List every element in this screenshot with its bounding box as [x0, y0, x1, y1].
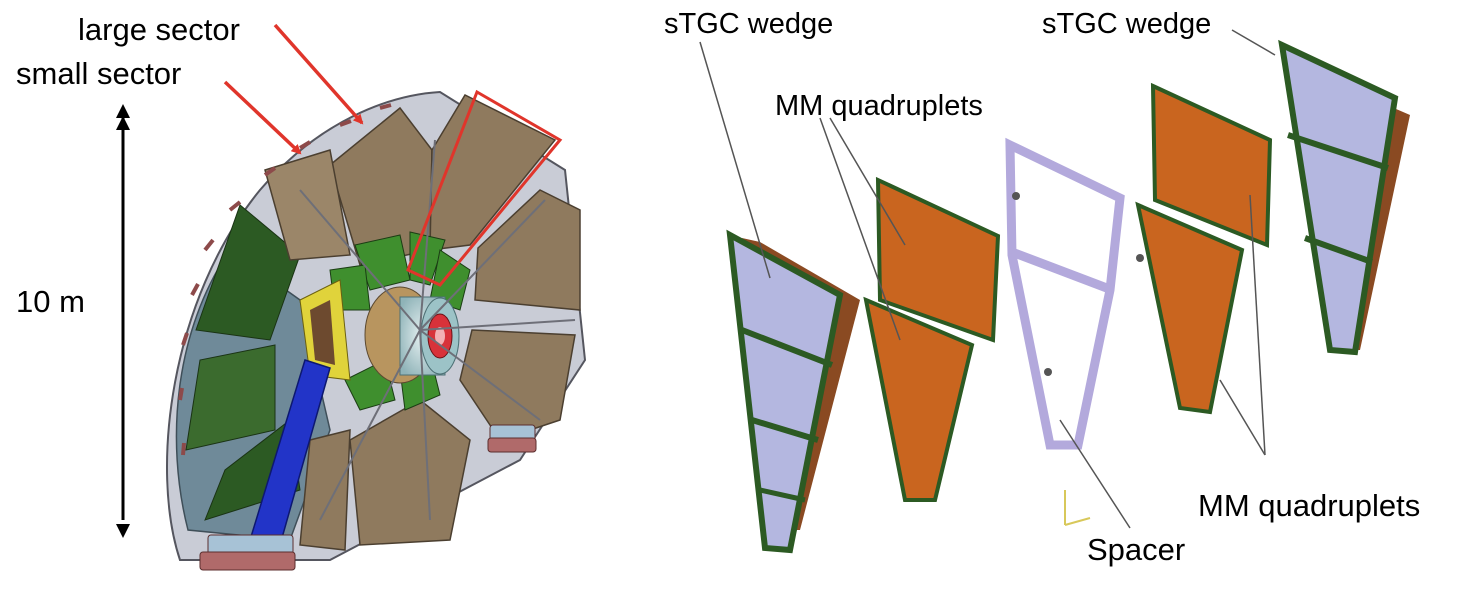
central-cylinder	[364, 286, 460, 384]
stgc-wedge-left	[726, 229, 860, 554]
brown-sectors	[264, 94, 581, 551]
spacer-label: Spacer	[1087, 532, 1186, 567]
large-sector-arrow	[273, 23, 364, 125]
large-sector-label: large sector	[78, 12, 240, 47]
new-small-wheel-drawing	[165, 90, 587, 571]
large-sector-highlight	[406, 89, 563, 287]
green-inner-ring	[329, 231, 471, 411]
exploded-wedge-drawing	[726, 39, 1410, 554]
mounting-feet	[199, 424, 537, 571]
mm-quadruplets-right	[1135, 82, 1273, 415]
mm-quadruplets-bottom-label: MM quadruplets	[1198, 488, 1421, 523]
mm-quadruplets-left	[863, 176, 1001, 502]
mm-quadruplets-top-label: MM quadruplets	[775, 90, 983, 122]
small-sector-label: small sector	[16, 56, 182, 91]
stgc-wedge-left-label: sTGC wedge	[664, 8, 834, 40]
stgc-wedge-right	[1278, 39, 1410, 356]
stgc-wedge-right-label: sTGC wedge	[1042, 8, 1212, 40]
height-label: 10 m	[16, 284, 85, 319]
small-sector-arrow	[223, 80, 302, 155]
leader-lines	[699, 29, 1276, 529]
spacer-frame	[1005, 137, 1125, 450]
